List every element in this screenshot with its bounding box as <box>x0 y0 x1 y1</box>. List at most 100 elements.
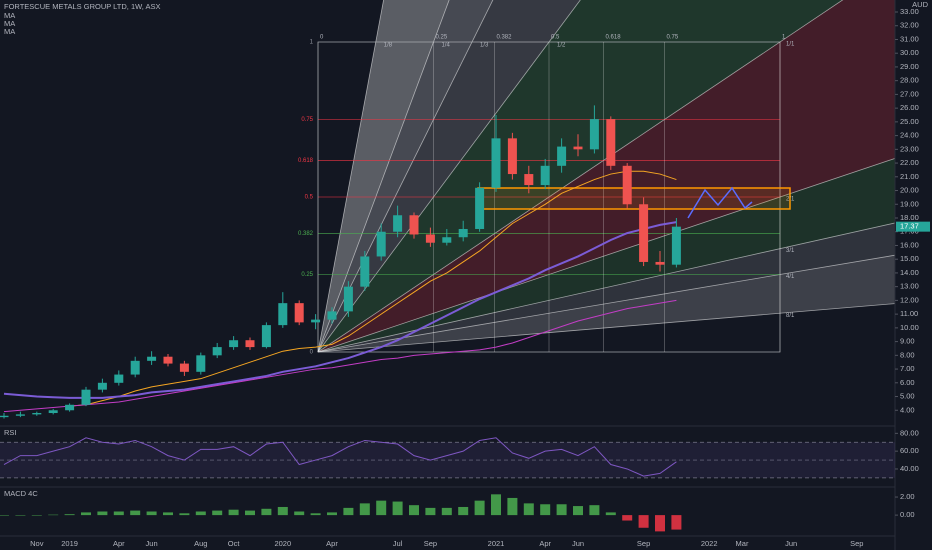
candle-body <box>163 356 173 364</box>
candle-body <box>32 413 42 415</box>
x-tick-label: Jul <box>393 539 403 548</box>
macd-bar <box>294 511 305 516</box>
ma-line <box>3 221 677 399</box>
candle-body <box>327 311 337 320</box>
gann-price-label: 0.5 <box>305 195 314 201</box>
gann-time-label: 0 <box>320 35 324 41</box>
macd-bar <box>622 515 633 521</box>
y-tick-label: 29.00 <box>900 62 919 71</box>
gann-time-label: 0.5 <box>551 35 560 41</box>
candle-body <box>655 261 665 265</box>
macd-bar <box>523 503 534 516</box>
y-tick-label: 4.00 <box>900 405 915 414</box>
candle-body <box>557 146 567 166</box>
candle-body <box>622 165 632 205</box>
x-tick-label: 2020 <box>274 539 291 548</box>
macd-bar <box>81 512 91 516</box>
macd-bar <box>48 514 59 516</box>
candle-body <box>245 340 255 348</box>
ma-line <box>3 299 677 413</box>
y-tick-label: 13.00 <box>900 282 919 291</box>
macd-bar <box>359 503 370 516</box>
y-tick-label: 32.00 <box>900 21 919 30</box>
y-tick-label: 27.00 <box>900 89 919 98</box>
candle-body <box>491 138 501 188</box>
macd-bar <box>228 509 239 516</box>
macd-bar <box>507 497 518 516</box>
fan-label: 1/8 <box>384 43 393 49</box>
candle-body <box>97 382 107 390</box>
gann-time-label: 0.382 <box>496 35 512 41</box>
macd-bar <box>310 513 321 516</box>
price-axis <box>895 0 932 550</box>
fan-label: 1/2 <box>557 43 566 49</box>
candle-body <box>360 256 370 287</box>
gann-time-label: 0.618 <box>606 35 622 41</box>
fan-label: 8/1 <box>786 313 795 319</box>
candle-body <box>114 374 124 383</box>
candle-body <box>393 215 403 232</box>
x-tick-label: Jun <box>146 539 158 548</box>
legend-entry: MA <box>4 19 15 28</box>
fan-label: 1/1 <box>786 42 795 48</box>
candle-body <box>15 414 25 416</box>
fan-label: 3/1 <box>786 248 795 254</box>
macd-bar <box>671 515 682 530</box>
y-tick-label: 33.00 <box>900 7 919 16</box>
y-tick-label: 22.00 <box>900 158 919 167</box>
gann-price-label: 0 <box>310 350 314 356</box>
macd-bar <box>605 512 616 516</box>
pane-title: RSI <box>4 428 17 437</box>
candle-body <box>376 231 386 257</box>
candle-body <box>81 389 91 405</box>
x-tick-label: Sep <box>850 539 863 548</box>
macd-bar <box>212 510 223 516</box>
gann-price-label: 0.382 <box>298 231 314 237</box>
candle-body <box>507 138 517 175</box>
y-tick-label: 9.00 <box>900 337 915 346</box>
projection-path <box>687 186 753 219</box>
gann-price-label: 0.75 <box>301 117 313 123</box>
y-tick-label: 8.00 <box>900 350 915 359</box>
gann-price-label: 0.618 <box>298 158 314 164</box>
y-tick-label: 10.00 <box>900 323 919 332</box>
y-tick-label: 26.00 <box>900 103 919 112</box>
candle-body <box>425 234 435 243</box>
y-tick-label: 0.00 <box>900 510 915 519</box>
x-tick-label: Nov <box>30 539 44 548</box>
price-tag <box>896 221 930 232</box>
macd-bar <box>655 515 665 532</box>
macd-bar <box>163 512 173 516</box>
candle-body <box>179 363 189 372</box>
candle-body <box>573 146 583 150</box>
candle-body <box>442 237 452 243</box>
candle-body <box>130 360 140 375</box>
y-tick-label: 11.00 <box>900 309 918 318</box>
candle-body <box>589 119 599 150</box>
macd-bar <box>491 494 501 516</box>
y-tick-label: 15.00 <box>900 254 919 263</box>
y-tick-label: 6.00 <box>900 378 915 387</box>
macd-bar <box>638 515 649 528</box>
x-tick-label: Apr <box>113 539 125 548</box>
y-tick-label: 40.00 <box>900 464 919 473</box>
candle-body <box>671 226 681 265</box>
y-tick-label: 31.00 <box>900 34 919 43</box>
price-tag-label: 17.37 <box>900 222 919 231</box>
chart-title: FORTESCUE METALS GROUP LTD, 1W, ASX <box>4 2 161 11</box>
candle-body <box>229 340 239 348</box>
macd-bar <box>540 504 551 516</box>
y-tick-label: 18.00 <box>900 213 919 222</box>
y-tick-label: 60.00 <box>900 446 919 455</box>
candle-body <box>65 404 75 411</box>
y-tick-label: 80.00 <box>900 428 919 437</box>
x-tick-label: Mar <box>736 539 749 548</box>
gann-time-label: 0.25 <box>436 35 448 41</box>
candle-body <box>343 286 353 312</box>
y-tick-label: 7.00 <box>900 364 915 373</box>
x-tick-label: Jun <box>785 539 797 548</box>
y-tick-label: 30.00 <box>900 48 919 57</box>
macd-bar <box>146 511 157 516</box>
candle-body <box>261 325 271 348</box>
legend-entry: MA <box>4 11 15 20</box>
